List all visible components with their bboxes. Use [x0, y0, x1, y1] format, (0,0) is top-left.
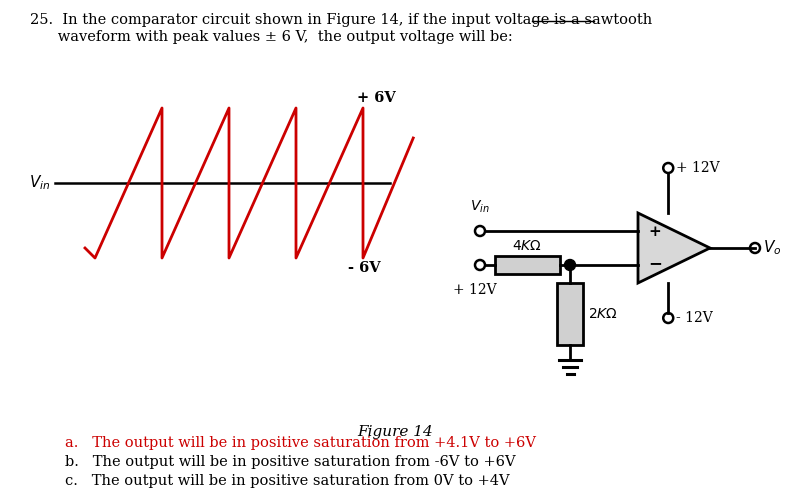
Text: $V_o$: $V_o$ — [763, 239, 782, 257]
Text: - 6V: - 6V — [348, 261, 380, 275]
Text: + 12V: + 12V — [453, 283, 497, 297]
Text: waveform with peak values ± 6 V,  the output voltage will be:: waveform with peak values ± 6 V, the out… — [30, 30, 513, 44]
Bar — [495, 256, 560, 274]
Text: b.   The output will be in positive saturation from -6V to +6V: b. The output will be in positive satura… — [65, 455, 516, 469]
Text: $V_{in}$: $V_{in}$ — [28, 174, 50, 192]
Text: + 12V: + 12V — [676, 161, 720, 175]
Text: 25.  In the comparator circuit shown in Figure 14, if the input voltage is a saw: 25. In the comparator circuit shown in F… — [30, 13, 653, 27]
Text: +: + — [648, 225, 660, 239]
Text: $2K\Omega$: $2K\Omega$ — [588, 307, 618, 321]
Polygon shape — [638, 213, 710, 283]
Bar — [557, 283, 583, 345]
Text: −: − — [648, 255, 662, 273]
Text: $V_{in}$: $V_{in}$ — [470, 199, 490, 215]
Text: + 6V: + 6V — [357, 91, 396, 105]
Text: $4K\Omega$: $4K\Omega$ — [513, 239, 543, 253]
Text: c.   The output will be in positive saturation from 0V to +4V: c. The output will be in positive satura… — [65, 474, 509, 488]
Text: - 12V: - 12V — [676, 311, 713, 325]
Text: Figure 14: Figure 14 — [357, 425, 433, 439]
Text: a.   The output will be in positive saturation from +4.1V to +6V: a. The output will be in positive satura… — [65, 436, 536, 450]
Circle shape — [565, 259, 576, 271]
